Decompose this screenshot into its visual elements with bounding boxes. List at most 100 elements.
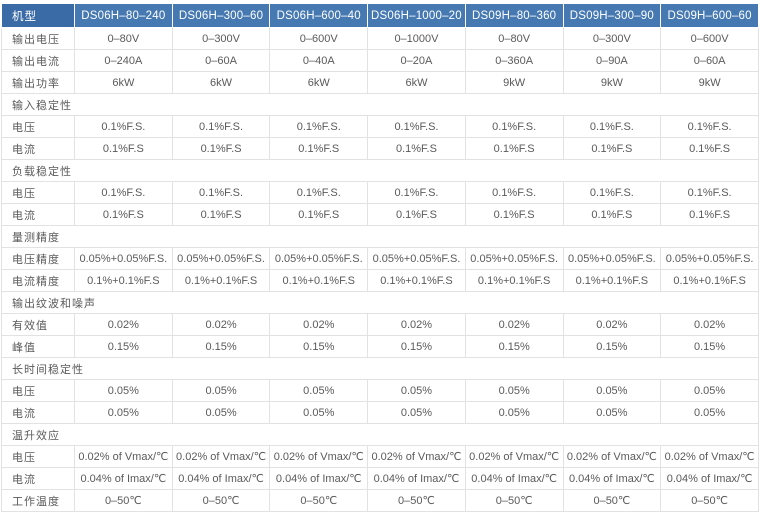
model-column-header: DS06H–300–60: [171, 3, 271, 28]
spec-value-cell: 0.04% of Imax/℃: [660, 467, 759, 490]
spec-value-cell: 0.15%: [464, 335, 564, 358]
spec-value-cell: 0.05%: [562, 379, 662, 402]
spec-value-cell: 0.05%+0.05%F.S.: [464, 247, 564, 270]
spec-value-cell: 0.05%: [171, 379, 271, 402]
spec-value-cell: 0.04% of Imax/℃: [562, 467, 662, 490]
spec-value-cell: 0.1%F.S.: [269, 115, 369, 138]
spec-value-cell: 0.1%+0.1%F.S: [562, 269, 662, 292]
spec-value-cell: 9kW: [464, 71, 564, 94]
spec-value-cell: 0–240A: [74, 49, 173, 72]
spec-value-cell: 0.1%F.S.: [367, 115, 466, 138]
spec-value-cell: 0.05%: [367, 401, 466, 424]
spec-value-cell: 0.02%: [660, 313, 759, 336]
spec-value-cell: 0.05%: [269, 401, 369, 424]
spec-value-cell: 0.1%F.S.: [171, 181, 271, 204]
spec-value-cell: 0.05%+0.05%F.S.: [269, 247, 369, 270]
spec-value-cell: 0–50℃: [562, 489, 662, 512]
spec-value-cell: 0.04% of Imax/℃: [464, 467, 564, 490]
row-label: 电流: [1, 203, 75, 226]
spec-value-cell: 0.1%F.S: [171, 137, 271, 160]
spec-value-cell: 0.1%F.S: [367, 203, 466, 226]
section-header: 负载稳定性: [1, 159, 759, 182]
spec-value-cell: 0–50℃: [74, 489, 173, 512]
table-row: 电流 0.1%F.S 0.1%F.S 0.1%F.S 0.1%F.S 0.1%F.S 0.1…: [1, 203, 759, 226]
spec-value-cell: 0.1%F.S: [464, 203, 564, 226]
row-label: 有效值: [1, 313, 75, 336]
spec-value-cell: 0.02% of Vmax/℃: [367, 445, 466, 468]
spec-value-cell: 0–50℃: [367, 489, 466, 512]
spec-value-cell: 0–300V: [562, 27, 662, 50]
spec-value-cell: 0.04% of Imax/℃: [367, 467, 466, 490]
spec-value-cell: 0.1%F.S.: [562, 181, 662, 204]
spec-value-cell: 6kW: [367, 71, 466, 94]
spec-value-cell: 0.05%: [269, 379, 369, 402]
row-label: 工作温度: [1, 489, 75, 512]
table-row: 电压精度 0.05%+0.05%F.S. 0.05%+0.05%F.S. 0.05%+…: [1, 247, 759, 270]
row-label: 电压: [1, 445, 75, 468]
model-column-header: DS06H–80–240: [74, 3, 173, 28]
spec-value-cell: 0.15%: [269, 335, 369, 358]
spec-value-cell: 0–50℃: [464, 489, 564, 512]
section-header: 输出纹波和噪声: [1, 291, 759, 314]
section-row: 长时间稳定性: [1, 357, 759, 380]
section-row: 温升效应: [1, 423, 759, 446]
spec-value-cell: 0.1%+0.1%F.S: [74, 269, 173, 292]
table-row: 电流精度 0.1%+0.1%F.S 0.1%+0.1%F.S 0.1%+0.1%F.S…: [1, 269, 759, 292]
spec-value-cell: 0.1%F.S: [269, 137, 369, 160]
spec-value-cell: 0.1%+0.1%F.S: [171, 269, 271, 292]
spec-value-cell: 0–40A: [269, 49, 369, 72]
row-label: 电压: [1, 115, 75, 138]
spec-value-cell: 6kW: [269, 71, 369, 94]
spec-value-cell: 0.02% of Vmax/℃: [660, 445, 759, 468]
row-label: 峰值: [1, 335, 75, 358]
spec-value-cell: 0–80V: [74, 27, 173, 50]
spec-value-cell: 0.1%F.S: [562, 203, 662, 226]
spec-value-cell: 0.1%+0.1%F.S: [464, 269, 564, 292]
spec-value-cell: 0.02% of Vmax/℃: [269, 445, 369, 468]
table-row: 峰值 0.15% 0.15% 0.15% 0.15% 0.15% 0.15% 0.15%: [1, 335, 759, 358]
spec-value-cell: 6kW: [171, 71, 271, 94]
spec-value-cell: 0.1%F.S: [74, 137, 173, 160]
spec-value-cell: 0.02%: [367, 313, 466, 336]
table-row: 有效值 0.02% 0.02% 0.02% 0.02% 0.02% 0.02% 0.02%: [1, 313, 759, 336]
table-row: 电流 0.04% of Imax/℃ 0.04% of Imax/℃ 0.04% of…: [1, 467, 759, 490]
spec-value-cell: 0–50℃: [171, 489, 271, 512]
spec-value-cell: 0.1%F.S: [660, 203, 759, 226]
spec-value-cell: 0.1%F.S.: [74, 181, 173, 204]
spec-value-cell: 0.05%+0.05%F.S.: [367, 247, 466, 270]
row-label: 电压精度: [1, 247, 75, 270]
model-column-header: DS06H–600–40: [269, 3, 369, 28]
spec-value-cell: 0.1%+0.1%F.S: [269, 269, 369, 292]
table-row: 电压 0.05% 0.05% 0.05% 0.05% 0.05% 0.05% 0.05%: [1, 379, 759, 402]
spec-value-cell: 0.1%F.S: [562, 137, 662, 160]
model-column-header: DS09H–80–360: [464, 3, 564, 28]
spec-value-cell: 0–80V: [464, 27, 564, 50]
table-row: 工作温度 0–50℃ 0–50℃ 0–50℃ 0–50℃ 0–50℃ 0–50℃ 0–50℃: [1, 489, 759, 512]
section-row: 负载稳定性: [1, 159, 759, 182]
spec-value-cell: 0.05%+0.05%F.S.: [171, 247, 271, 270]
spec-value-cell: 0.04% of Imax/℃: [74, 467, 173, 490]
row-label: 输出功率: [1, 71, 75, 94]
spec-value-cell: 0.15%: [74, 335, 173, 358]
spec-value-cell: 0–60A: [660, 49, 759, 72]
spec-value-cell: 0.1%F.S: [660, 137, 759, 160]
section-header: 温升效应: [1, 423, 759, 446]
spec-value-cell: 0.02%: [74, 313, 173, 336]
spec-value-cell: 0–60A: [171, 49, 271, 72]
spec-value-cell: 0.1%F.S.: [562, 115, 662, 138]
row-label: 输出电流: [1, 49, 75, 72]
spec-value-cell: 0–20A: [367, 49, 466, 72]
table-row: 输出电流 0–240A 0–60A 0–40A 0–20A 0–360A 0–90A 0–60…: [1, 49, 759, 72]
spec-value-cell: 0.05%: [660, 401, 759, 424]
spec-value-cell: 0.05%+0.05%F.S.: [660, 247, 759, 270]
spec-value-cell: 0.15%: [562, 335, 662, 358]
spec-value-cell: 0.1%F.S: [269, 203, 369, 226]
table-row: 电压 0.1%F.S. 0.1%F.S. 0.1%F.S. 0.1%F.S. 0.1%F.…: [1, 115, 759, 138]
spec-value-cell: 0.02%: [562, 313, 662, 336]
spec-value-cell: 0.05%: [562, 401, 662, 424]
spec-value-cell: 0.02%: [171, 313, 271, 336]
spec-value-cell: 0.1%F.S: [74, 203, 173, 226]
row-label: 电压: [1, 379, 75, 402]
corner-header: 机型: [1, 3, 75, 28]
spec-value-cell: 0–360A: [464, 49, 564, 72]
